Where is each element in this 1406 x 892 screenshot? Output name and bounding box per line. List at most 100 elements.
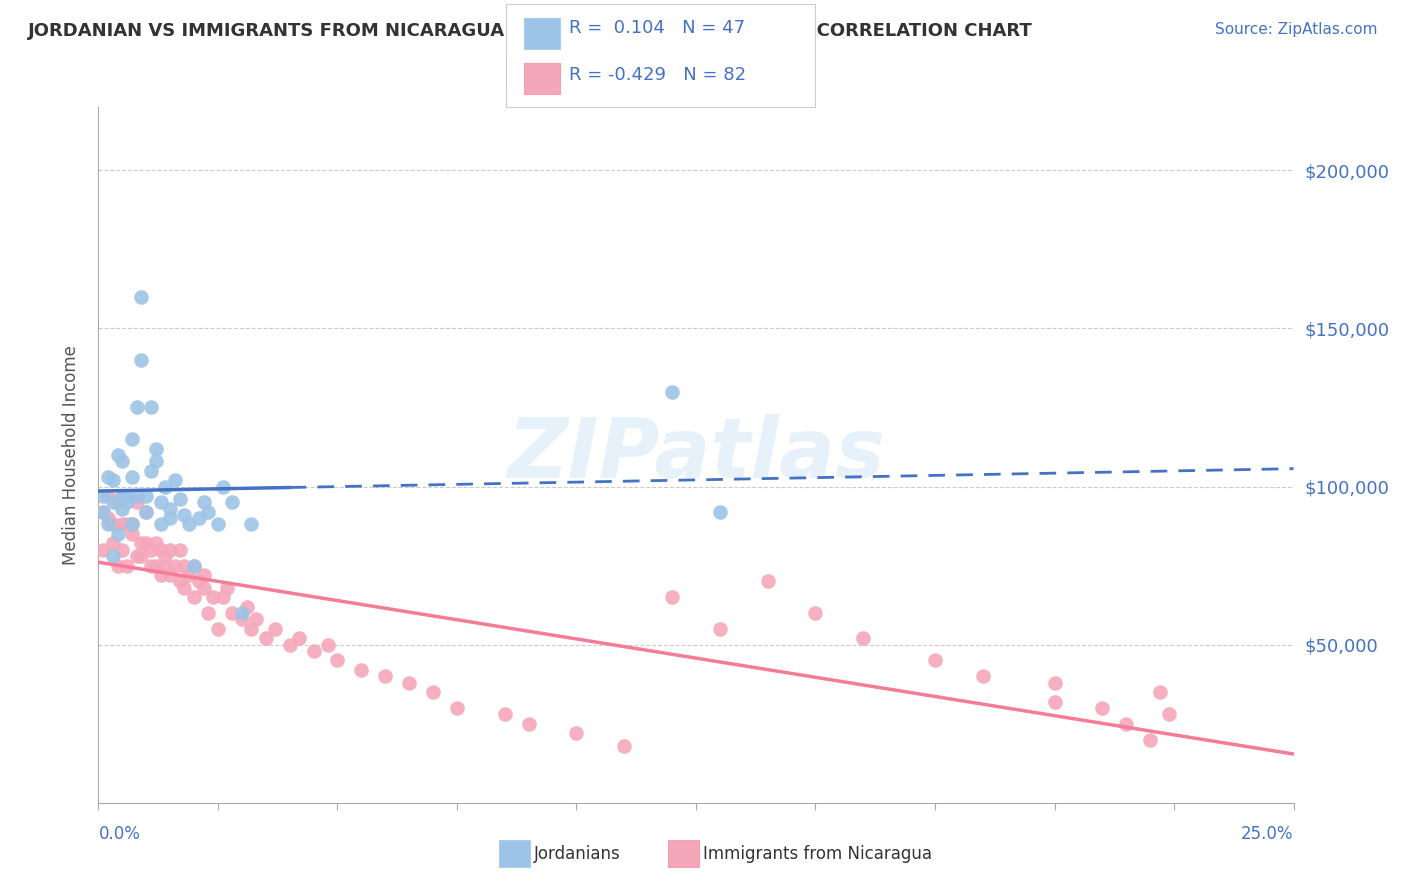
Point bbox=[107, 448, 129, 462]
Point bbox=[924, 653, 946, 667]
Point bbox=[173, 558, 195, 573]
Point bbox=[183, 591, 205, 605]
Point bbox=[159, 501, 181, 516]
Point bbox=[163, 558, 186, 573]
Point bbox=[135, 505, 157, 519]
Point bbox=[121, 517, 143, 532]
Point bbox=[111, 489, 134, 503]
Point bbox=[197, 606, 219, 620]
Point bbox=[159, 511, 181, 525]
Point bbox=[187, 511, 209, 525]
Point bbox=[235, 599, 257, 614]
Point bbox=[125, 495, 148, 509]
Point bbox=[115, 517, 138, 532]
Point bbox=[155, 558, 177, 573]
Point bbox=[101, 536, 124, 550]
Point bbox=[1139, 732, 1161, 747]
Point bbox=[107, 558, 129, 573]
Point bbox=[145, 442, 167, 456]
Point bbox=[135, 505, 157, 519]
Point bbox=[316, 638, 339, 652]
Point bbox=[91, 489, 114, 503]
Text: Jordanians: Jordanians bbox=[534, 845, 621, 863]
Point bbox=[398, 675, 420, 690]
Point bbox=[211, 591, 233, 605]
Point bbox=[131, 353, 153, 368]
Point bbox=[374, 669, 396, 683]
Point bbox=[145, 536, 167, 550]
Point bbox=[139, 401, 162, 415]
Point bbox=[149, 517, 172, 532]
Point bbox=[709, 622, 731, 636]
Point bbox=[197, 505, 219, 519]
Point bbox=[115, 495, 138, 509]
Point bbox=[193, 568, 215, 582]
Point bbox=[302, 644, 325, 658]
Text: Immigrants from Nicaragua: Immigrants from Nicaragua bbox=[703, 845, 932, 863]
Point bbox=[1159, 707, 1181, 722]
Point bbox=[107, 495, 129, 509]
Point bbox=[149, 568, 172, 582]
Point bbox=[1149, 685, 1171, 699]
Point bbox=[193, 495, 215, 509]
Point bbox=[183, 558, 205, 573]
Text: ZIPatlas: ZIPatlas bbox=[508, 415, 884, 495]
Point bbox=[149, 495, 172, 509]
Point bbox=[121, 517, 143, 532]
Point bbox=[111, 454, 134, 468]
Point bbox=[111, 542, 134, 557]
Text: JORDANIAN VS IMMIGRANTS FROM NICARAGUA MEDIAN HOUSEHOLD INCOME CORRELATION CHART: JORDANIAN VS IMMIGRANTS FROM NICARAGUA M… bbox=[28, 22, 1033, 40]
Point bbox=[1091, 701, 1114, 715]
Point bbox=[125, 489, 148, 503]
Point bbox=[350, 663, 373, 677]
Point bbox=[202, 591, 225, 605]
Point bbox=[173, 508, 195, 522]
Point bbox=[101, 495, 124, 509]
Point bbox=[422, 685, 444, 699]
Point bbox=[125, 549, 148, 563]
Point bbox=[756, 574, 779, 589]
Point bbox=[97, 470, 120, 484]
Point bbox=[131, 290, 153, 304]
Point bbox=[115, 489, 138, 503]
Point bbox=[149, 542, 172, 557]
Point bbox=[852, 632, 875, 646]
Point bbox=[139, 464, 162, 478]
Point bbox=[169, 574, 191, 589]
Point bbox=[169, 492, 191, 507]
Point bbox=[221, 495, 243, 509]
Point bbox=[207, 517, 229, 532]
Point bbox=[1043, 675, 1066, 690]
Point bbox=[972, 669, 994, 683]
Point bbox=[111, 489, 134, 503]
Point bbox=[145, 454, 167, 468]
Point bbox=[91, 505, 114, 519]
Text: 0.0%: 0.0% bbox=[98, 825, 141, 843]
Point bbox=[661, 384, 683, 399]
Point bbox=[517, 716, 540, 731]
Point bbox=[115, 558, 138, 573]
Point bbox=[91, 505, 114, 519]
Point bbox=[155, 479, 177, 493]
Point bbox=[709, 505, 731, 519]
Point bbox=[163, 473, 186, 487]
Point bbox=[211, 479, 233, 493]
Point bbox=[446, 701, 468, 715]
Point bbox=[101, 549, 124, 563]
Point bbox=[661, 591, 683, 605]
Point bbox=[240, 517, 263, 532]
Point bbox=[155, 549, 177, 563]
Text: 25.0%: 25.0% bbox=[1241, 825, 1294, 843]
Point bbox=[135, 536, 157, 550]
Text: R = -0.429   N = 82: R = -0.429 N = 82 bbox=[569, 66, 747, 84]
Point bbox=[101, 517, 124, 532]
Point bbox=[1115, 716, 1137, 731]
Point bbox=[159, 542, 181, 557]
Point bbox=[121, 470, 143, 484]
Point bbox=[288, 632, 311, 646]
Point bbox=[231, 612, 253, 626]
Point bbox=[254, 632, 277, 646]
Point bbox=[97, 489, 120, 503]
Point bbox=[107, 527, 129, 541]
Point bbox=[221, 606, 243, 620]
